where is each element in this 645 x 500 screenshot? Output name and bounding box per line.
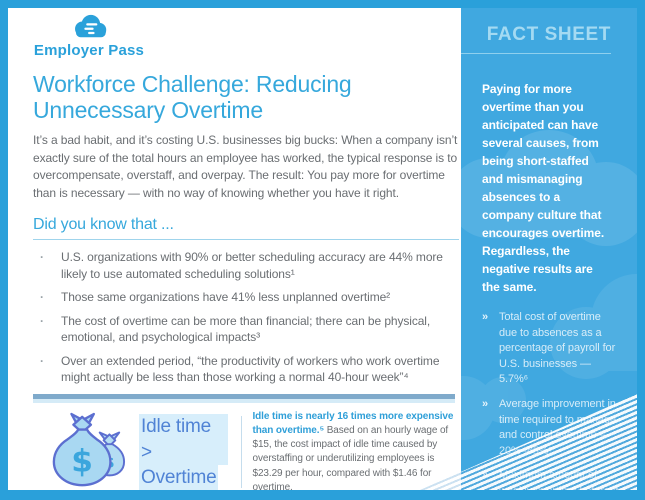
- divider-dark-band: [33, 393, 455, 399]
- idle-time-stat: Idle time > Overtime: [139, 413, 228, 490]
- sidebar-intro: Paying for more overtime than you antici…: [482, 82, 605, 294]
- fact-sheet-rule: [461, 53, 611, 54]
- vertical-divider: [240, 416, 242, 489]
- did-you-know-heading: Did you know that ...: [33, 216, 459, 240]
- callout-lead: Idle time is nearly 16 times more expens…: [252, 410, 454, 436]
- callout-paragraph: Idle time is nearly 16 times more expens…: [253, 410, 462, 490]
- did-you-know-list: U.S. organizations with 90% or better sc…: [33, 249, 453, 386]
- list-item: Over an extended period, “the productivi…: [33, 353, 453, 386]
- callout-body: Based on an hourly wage of $15, the cost…: [252, 424, 449, 490]
- svg-text:$: $: [71, 444, 93, 480]
- stat-line-2: Overtime: [139, 465, 219, 490]
- sidebar-stat-text: Total cost of overtime due to absences a…: [499, 311, 616, 386]
- list-item-text: Those same organizations have 41% less u…: [61, 290, 391, 305]
- page-title-line-1: Workforce Challenge: Reducing: [33, 71, 352, 97]
- stat-line-1: Idle time >: [139, 413, 228, 466]
- list-item: Those same organizations have 41% less u…: [33, 289, 453, 306]
- intro-paragraph: It’s a bad habit, and it’s costing U.S. …: [33, 132, 458, 201]
- brand-name: Employer Pass: [33, 42, 145, 59]
- cloud-logo-icon: [75, 14, 107, 38]
- idle-time-callout: $ $ Idle time > Overtime Idle time is ne…: [33, 410, 461, 490]
- list-item: The cost of overtime can be more than fi…: [33, 313, 453, 346]
- fact-sheet-label: FACT SHEET: [486, 24, 611, 45]
- frame-top: [0, 0, 645, 8]
- frame-left: [0, 0, 8, 500]
- money-bags-icon: $ $: [52, 413, 126, 487]
- frame-bottom: [0, 490, 645, 500]
- frame-right: [637, 0, 645, 500]
- page-title: Workforce Challenge: Reducing Unnecessar…: [33, 71, 461, 123]
- page-title-line-2: Unnecessary Overtime: [33, 96, 263, 123]
- list-item-text: U.S. organizations with 90% or better sc…: [61, 249, 443, 281]
- divider-light-band: [33, 398, 455, 403]
- section-divider: [33, 393, 455, 403]
- sidebar-stat-item: Total cost of overtime due to absences a…: [482, 310, 619, 388]
- main-content: Employer Pass Workforce Challenge: Reduc…: [8, 8, 461, 490]
- list-item-text: The cost of overtime can be more than fi…: [61, 313, 431, 345]
- list-item: U.S. organizations with 90% or better sc…: [33, 249, 453, 282]
- fact-sheet-header: FACT SHEET: [461, 8, 637, 54]
- list-item-text: Over an extended period, “the productivi…: [61, 353, 440, 385]
- employer-pass-logo: Employer Pass: [33, 14, 145, 59]
